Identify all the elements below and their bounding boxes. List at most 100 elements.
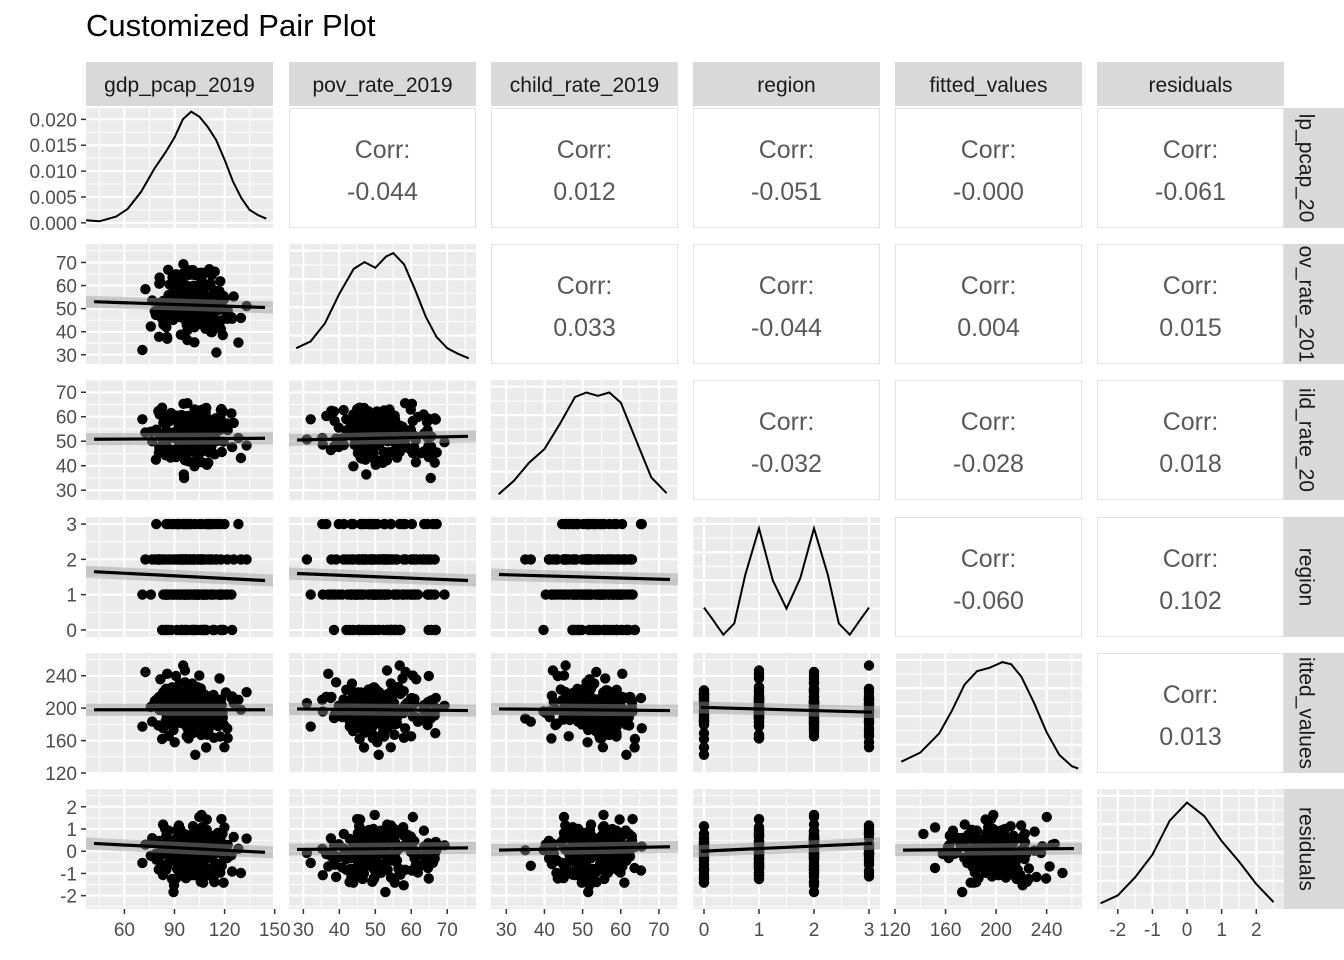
corr-value: -0.000 (953, 178, 1024, 206)
column-strip-label: region (757, 74, 815, 97)
panel-pov_rate_2019-vs-pov_rate_2019 (289, 244, 476, 364)
scatter-point (373, 455, 384, 467)
scatter-point (567, 829, 578, 840)
scatter-point (368, 729, 379, 741)
scatter-point (629, 862, 640, 874)
scatter-point (349, 439, 360, 450)
scatter-point (407, 811, 419, 823)
corr-value: -0.044 (347, 178, 418, 206)
scatter-point (407, 415, 418, 427)
scatter-point (548, 696, 559, 708)
scatter-point (863, 848, 875, 859)
column-strip-child_rate_2019 (491, 62, 678, 106)
scatter-point (698, 855, 710, 866)
panel-pov_rate_2019-vs-residuals: Corr: 0.015 (1097, 244, 1284, 364)
corr-value: 0.102 (1159, 587, 1222, 615)
scatter-point (369, 809, 380, 821)
corr-label: Corr: (961, 545, 1017, 573)
scatter-point (753, 862, 765, 874)
scatter-point (175, 589, 186, 600)
scatter-point (567, 697, 578, 709)
scatter-point (190, 828, 201, 840)
scatter-point (538, 624, 549, 636)
panel-fitted_values-vs-fitted_values (894, 653, 1082, 773)
scatter-point (305, 857, 316, 869)
scatter-point (201, 402, 212, 414)
scatter-point (370, 683, 381, 694)
x-tick-label: 50 (365, 920, 386, 941)
scatter-point (753, 828, 765, 839)
y-tick-label: 70 (56, 383, 77, 404)
scatter-point (429, 853, 440, 864)
scatter-point (604, 518, 615, 530)
scatter-point (698, 709, 710, 720)
scatter-point (580, 554, 591, 565)
scatter-point (160, 589, 171, 600)
scatter-point (323, 668, 334, 679)
scatter-point (153, 331, 165, 342)
column-strip-label: fitted_values (930, 74, 1048, 97)
scatter-point (572, 518, 583, 530)
scatter-point (959, 819, 970, 830)
regression-line (296, 846, 469, 852)
scatter-point (753, 870, 765, 881)
corr-panel-border (895, 380, 1082, 500)
scatter-point (365, 624, 376, 636)
scatter-point (161, 624, 172, 636)
column-strip-label: gdp_pcap_2019 (104, 74, 255, 97)
scatter-point (353, 821, 365, 832)
panel-pov_rate_2019-vs-fitted_values: Corr: 0.004 (895, 244, 1082, 364)
scatter-point (439, 437, 450, 448)
scatter-point (558, 827, 570, 839)
panel-pov_rate_2019-vs-child_rate_2019: Corr: 0.033 (491, 244, 678, 364)
scatter-point (406, 518, 418, 530)
row-strip-bg (1284, 108, 1344, 228)
corr-value: -0.032 (751, 450, 822, 478)
corr-panel-border (1097, 653, 1284, 773)
scatter-point (389, 877, 400, 888)
row-strip-label: lp_pcap_20 (1295, 114, 1318, 223)
scatter-point (216, 813, 227, 825)
scatter-point (590, 518, 601, 530)
scatter-point (199, 283, 210, 294)
scatter-point (381, 665, 393, 676)
corr-label: Corr: (1163, 272, 1219, 300)
chart-title: Customized Pair Plot (86, 8, 376, 43)
panel-gdp_pcap_2019-vs-pov_rate_2019: Corr: -0.044 (289, 108, 476, 228)
scatter-point (394, 685, 405, 696)
corr-label: Corr: (1163, 136, 1219, 164)
scatter-point (373, 828, 384, 840)
scatter-point (1000, 848, 1011, 859)
scatter-point (208, 689, 219, 701)
scatter-point (617, 668, 628, 679)
scatter-point (184, 710, 195, 722)
scatter-point (196, 518, 207, 530)
scatter-point (594, 709, 605, 720)
scatter-point (235, 312, 247, 324)
scatter-point (370, 439, 381, 450)
scatter-point (385, 822, 396, 833)
scatter-point (397, 421, 408, 432)
corr-panel-border (1097, 517, 1284, 637)
scatter-point (398, 554, 409, 565)
row-strip-bg (1284, 653, 1344, 773)
scatter-point (305, 589, 316, 600)
x-tick-label: 240 (1031, 920, 1063, 941)
scatter-point (233, 518, 244, 530)
scatter-point (410, 859, 421, 871)
scatter-point (1005, 821, 1016, 832)
scatter-point (210, 863, 221, 875)
scatter-point (155, 277, 166, 288)
density-curve-region (703, 524, 870, 637)
scatter-point (600, 673, 611, 684)
scatter-point (150, 848, 162, 859)
scatter-point (161, 709, 172, 720)
column-strip-pov_rate_2019 (289, 62, 476, 106)
scatter-point (214, 421, 225, 432)
corr-panel-border (1097, 244, 1284, 364)
scatter-point (203, 457, 214, 468)
scatter-point (993, 870, 1004, 881)
scatter-point (808, 863, 820, 875)
scatter-point (326, 851, 337, 862)
scatter-point (1044, 861, 1055, 872)
